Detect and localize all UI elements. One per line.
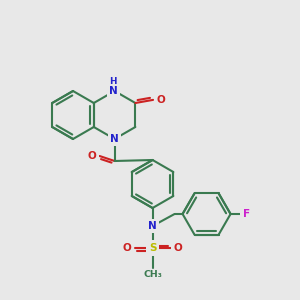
Text: H: H [109,77,116,86]
Text: N: N [109,86,118,96]
Text: O: O [88,151,97,161]
Text: N: N [148,221,157,231]
Text: O: O [174,243,182,253]
Text: N: N [110,134,119,144]
Text: F: F [243,209,250,219]
Text: S: S [149,243,156,253]
Text: O: O [123,243,132,253]
Text: O: O [156,95,165,105]
Text: CH₃: CH₃ [143,270,162,279]
